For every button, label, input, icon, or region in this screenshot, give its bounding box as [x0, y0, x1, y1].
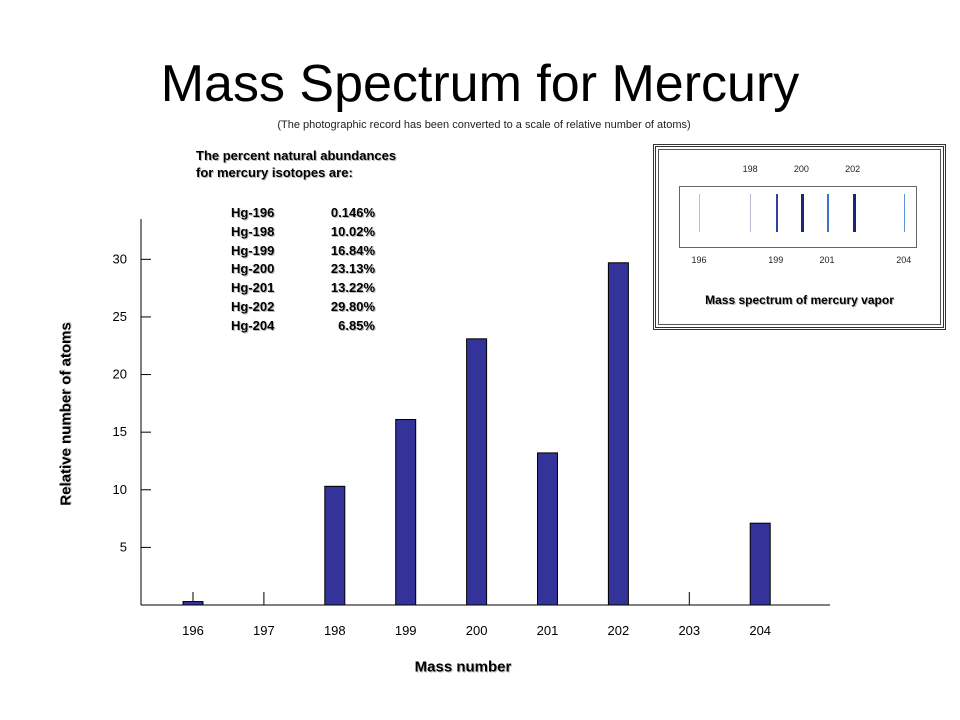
abundance-heading-line1: The percent natural abundances: [196, 148, 397, 163]
plate-line-196: [699, 194, 700, 232]
y-axis-label: Relative number of atoms: [57, 322, 75, 506]
y-tick-label: 5: [120, 539, 127, 554]
plate-line-204: [903, 194, 905, 232]
vapor-spectrum-inset: 198 200 202 196 199 201 204 Mass spectrum of …: [653, 144, 946, 330]
bar-198: [324, 485, 346, 606]
isotope-percent: 23.13%: [330, 261, 375, 277]
bar-200: [466, 338, 488, 606]
isotope-percent: 16.84%: [330, 242, 375, 258]
plate-bottom-number: 196: [691, 255, 707, 265]
plate-bottom-number: 199: [768, 255, 784, 265]
plate-bottom-number: 204: [896, 255, 912, 265]
x-tick-label: 202: [608, 623, 630, 638]
bar-202: [607, 262, 629, 606]
abundance-row: Hg-204 6.85%: [231, 317, 375, 336]
plate-bottom-number: 201: [819, 255, 835, 265]
plate-line-202: [852, 194, 856, 232]
abundance-row: Hg-198 10.02%: [231, 223, 375, 242]
page-subtitle: (The photographic record has been conver…: [277, 119, 691, 131]
page-title: Mass Spectrum for Mercury: [160, 55, 800, 113]
abundance-heading-line2: for mercury isotopes are:: [196, 165, 353, 180]
isotope-label: Hg-198: [231, 223, 275, 239]
x-tick-label: 201: [537, 623, 559, 638]
y-tick-label: 10: [113, 482, 127, 497]
x-tick-label: 196: [182, 623, 204, 638]
x-tick-label: 197: [253, 623, 275, 638]
x-tick-label: 204: [749, 623, 771, 638]
isotope-label: Hg-196: [231, 205, 275, 220]
x-tick-label: 203: [678, 623, 700, 638]
isotope-label: Hg-200: [231, 261, 275, 277]
x-tick-label: 199: [395, 623, 417, 638]
isotope-percent: 13.22%: [330, 280, 375, 296]
plate-line-201: [827, 194, 829, 232]
inset-frame: [658, 149, 941, 325]
plate-line-199: [775, 194, 778, 232]
abundance-row: Hg-199 16.84%: [231, 242, 375, 261]
plate-top-number: 198: [742, 164, 758, 174]
plate-top-number: 202: [845, 164, 861, 174]
y-tick-label: 25: [113, 309, 127, 324]
isotope-percent: 0.146%: [330, 205, 375, 220]
x-tick-label: 198: [324, 623, 346, 638]
y-tick-label: 15: [113, 424, 127, 439]
abundance-row: Hg-196 0.146%: [231, 204, 375, 223]
isotope-percent: 29.80%: [330, 298, 375, 314]
isotope-label: Hg-199: [231, 242, 275, 258]
bar-204: [749, 522, 771, 606]
x-axis-label: Mass number: [414, 658, 512, 676]
abundance-table: Hg-196 0.146% Hg-198 10.02% Hg-199 16.84% H…: [231, 204, 375, 336]
y-tick-label: 20: [113, 367, 127, 382]
plate-line-200: [801, 194, 805, 232]
isotope-label: Hg-204: [231, 317, 275, 333]
abundance-row: Hg-201 13.22%: [231, 279, 375, 298]
abundance-row: Hg-202 29.80%: [231, 298, 375, 317]
abundance-row: Hg-200 23.13%: [231, 260, 375, 279]
photographic-plate: [679, 186, 917, 248]
bar-196: [182, 601, 204, 606]
isotope-percent: 6.85%: [338, 317, 375, 333]
isotope-label: Hg-202: [231, 298, 275, 314]
isotope-percent: 10.02%: [330, 223, 375, 239]
abundance-heading: The percent natural abundances for mercu…: [196, 147, 396, 181]
plate-top-number: 200: [793, 164, 809, 174]
bar-201: [537, 452, 558, 606]
plate-line-198: [750, 194, 752, 232]
bar-199: [395, 418, 417, 606]
x-tick-label: 200: [466, 623, 488, 638]
y-tick-label: 30: [113, 251, 127, 266]
isotope-label: Hg-201: [231, 280, 275, 296]
inset-caption: Mass spectrum of mercury vapor: [705, 293, 894, 307]
